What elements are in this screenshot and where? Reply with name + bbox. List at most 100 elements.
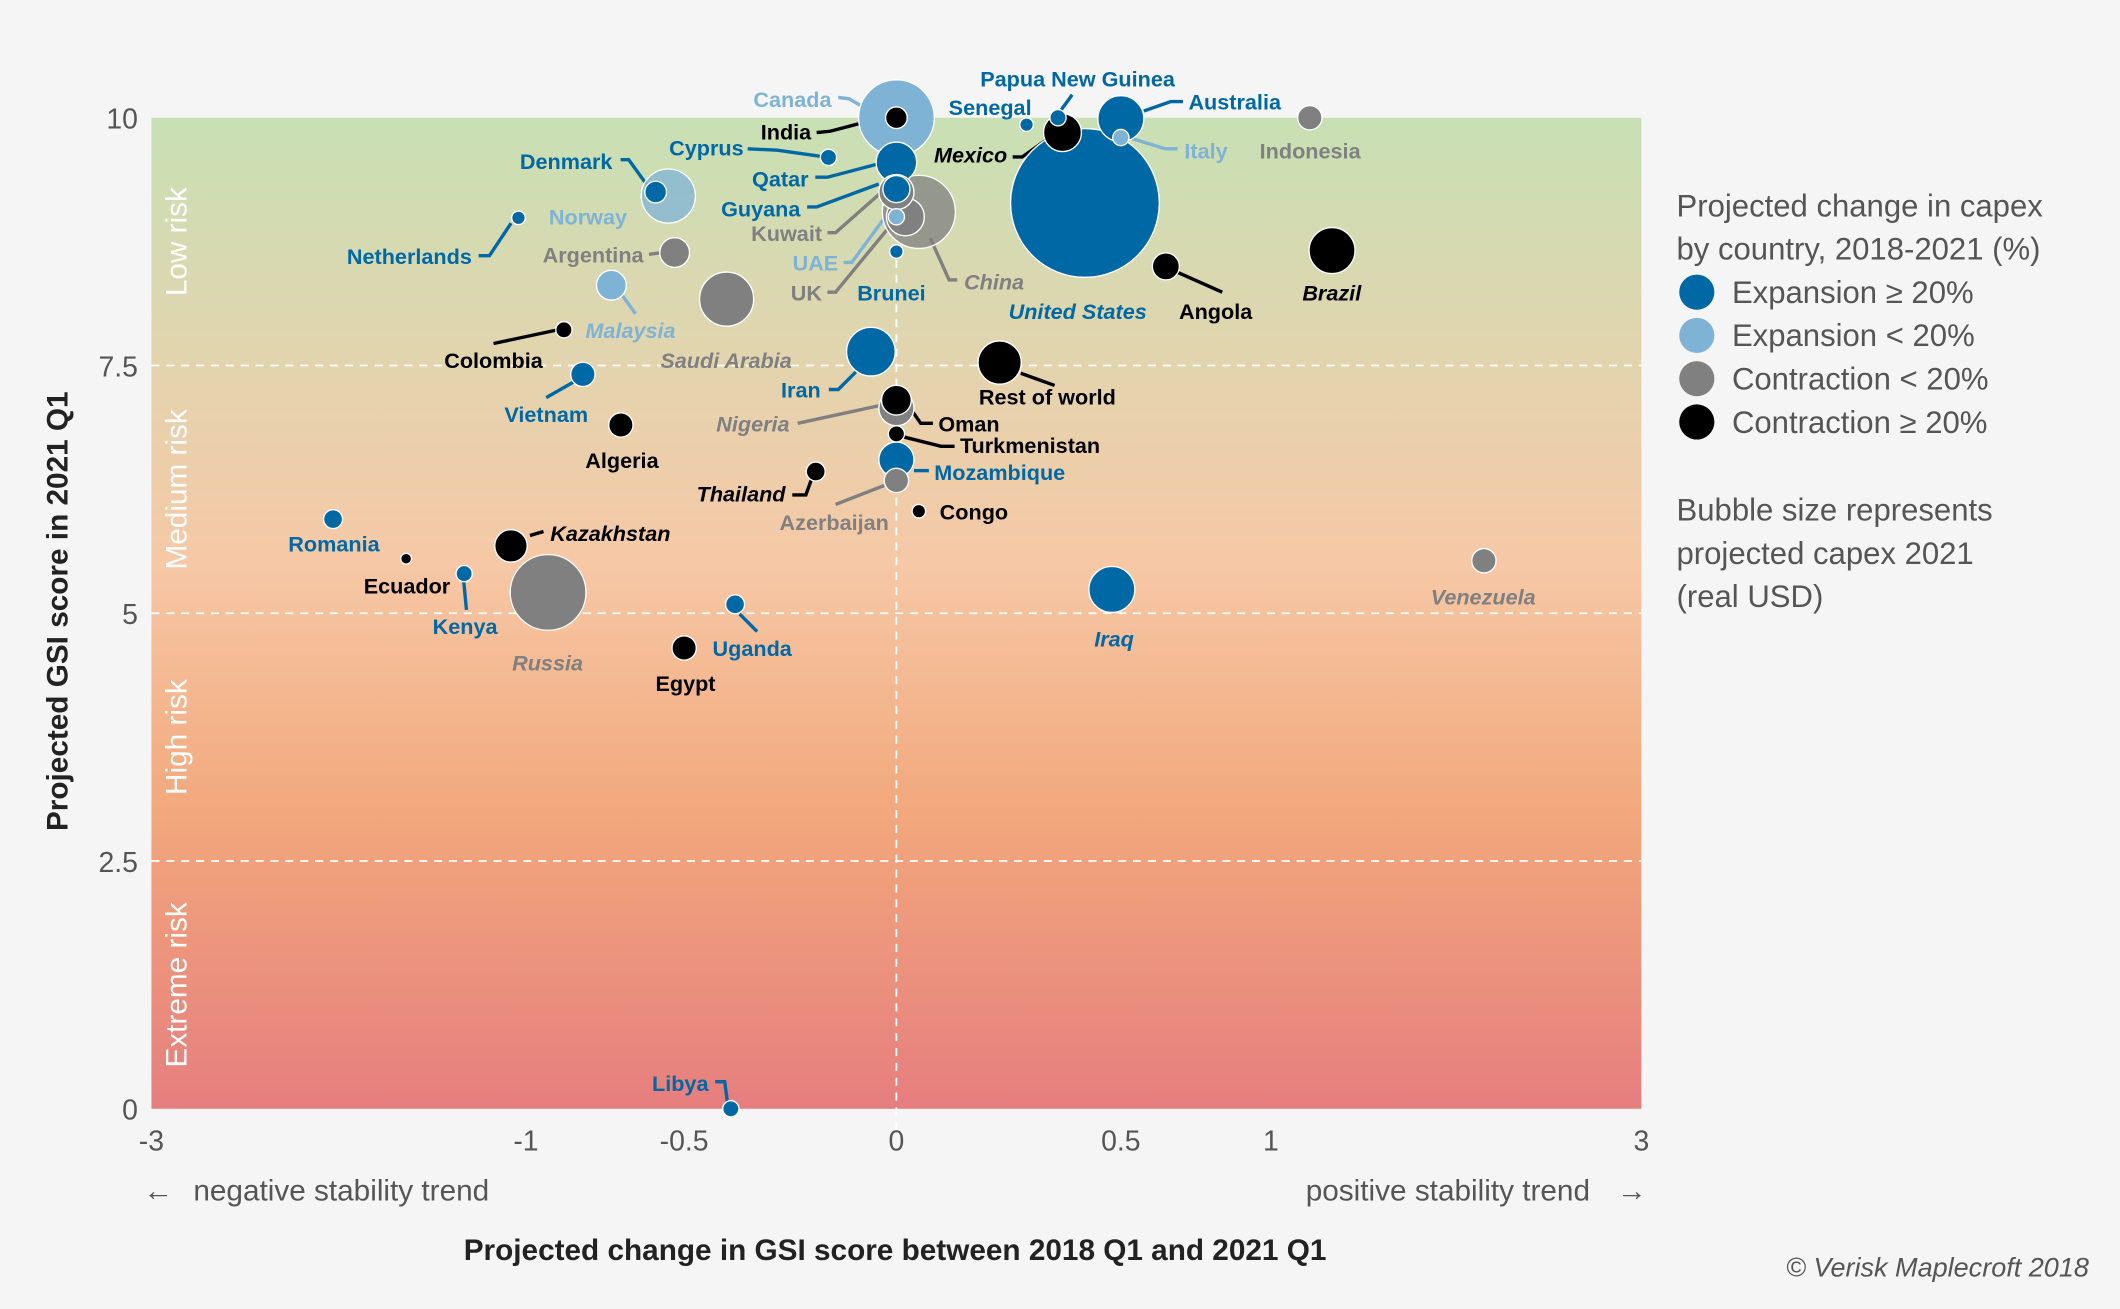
y-tick-label: 10 [106,104,138,136]
leader-line [1059,93,1074,111]
y-tick-label: 2.5 [98,847,137,879]
legend-swatch-contraction_large [1679,404,1715,440]
leader-line [792,479,813,497]
country-label: Papua New Guinea [980,67,1176,92]
country-label: Australia [1188,90,1282,115]
leader-line [620,293,637,315]
bubble-brunei [888,244,904,259]
leader-line [827,222,894,294]
country-label: Qatar [752,167,809,192]
leader-line [838,95,867,110]
leader-line [715,1080,730,1103]
risk-band-label: Medium risk [161,409,194,569]
x-tick-label: 0 [889,1126,905,1158]
bubble-colombia [555,321,573,339]
country-label: Kuwait [751,221,822,246]
bubble-angola [1151,252,1181,281]
bubble-congo [911,503,927,519]
bubble-italy [1112,128,1130,147]
legend-note-1: Bubble size represents [1677,493,1993,528]
country-label: Ecuador [364,574,451,599]
country-label: Egypt [655,671,715,696]
country-label: UK [791,280,823,305]
copyright: © Verisk Maplecroft 2018 [1786,1252,2089,1282]
country-label: Colombia [444,348,543,373]
legend-swatch-expansion_small [1679,317,1715,353]
bubble-russia [509,553,587,631]
leader-line [834,483,885,506]
bubble-turkmenistan [887,425,906,443]
leader-line [478,222,513,258]
country-label: China [964,269,1024,294]
country-label: Iran [781,378,821,403]
leader-line [815,162,880,179]
country-label: Congo [940,499,1008,524]
bubble-iran [845,326,896,377]
x-tick-label: -0.5 [660,1126,709,1158]
bubble-malaysia [595,269,627,301]
bubble-argentina [659,236,691,269]
country-label: Kazakhstan [550,521,670,546]
leader-line [828,370,858,392]
country-label: Netherlands [347,244,472,269]
bubble-azerbaijan [883,467,910,494]
country-label: Venezuela [1431,584,1536,609]
country-label: Argentina [543,242,645,267]
legend: Projected change in capex by country, 20… [1677,188,2044,614]
bubble-brazil [1308,226,1356,275]
legend-label: Expansion < 20% [1732,318,1975,353]
risk-band-label: High risk [161,679,194,795]
legend-title-1: Projected change in capex [1677,188,2044,223]
country-label: Azerbaijan [780,510,889,535]
bubble-kenya [455,564,473,583]
legend-label: Contraction ≥ 20% [1732,405,1987,440]
leader-line [545,379,576,400]
country-label: Indonesia [1260,138,1362,163]
x-axis-title: Projected change in GSI score between 20… [464,1234,1327,1267]
right-arrow-icon: → [1617,1175,1647,1208]
country-label: Senegal [949,95,1032,120]
country-label: Rest of world [979,384,1116,409]
country-label: Norway [549,205,627,230]
country-label: Iraq [1094,626,1134,651]
bubble-denmark [644,180,668,204]
legend-title-2: by country, 2018-2021 (%) [1677,232,2041,267]
leader-line [1020,371,1056,388]
country-label: Italy [1184,138,1227,163]
bubble-netherlands [511,210,526,226]
y-tick-label: 7.5 [98,351,137,383]
x-tick-label: -3 [139,1126,164,1158]
bubble-cyprus [819,148,838,167]
leader-line [529,529,545,538]
bubble-saudi-arabia [698,271,755,327]
country-label: Brazil [1302,280,1362,305]
negative-trend-label: negative stability trend [193,1175,489,1208]
bubble-iraq [1088,565,1136,614]
bubble-united-states [1009,127,1160,279]
x-tick-label: -1 [513,1126,538,1158]
bubble-romania [322,508,344,530]
bubble-egypt [671,635,697,661]
bubble-papua-new-guinea [1049,108,1067,127]
leader-line [909,408,933,425]
country-label: Algeria [585,448,659,473]
bubble-kazakhstan [494,528,528,563]
country-label: Vietnam [504,402,588,427]
country-label: India [761,119,812,144]
country-label: Saudi Arabia [660,348,791,373]
bubble-india [884,106,908,130]
country-label: Turkmenistan [960,433,1100,458]
legend-swatch-expansion_large [1679,274,1715,310]
country-label: Mexico [934,142,1007,167]
leader-line [493,328,558,346]
country-label: Libya [652,1071,709,1096]
country-label: Oman [938,411,999,436]
leader-line [648,251,661,256]
country-label: Thailand [697,482,787,507]
positive-trend-label: positive stability trend [1306,1175,1590,1208]
leader-line [1143,99,1184,113]
country-label: Mozambique [934,460,1065,485]
country-label: Malaysia [585,318,675,343]
country-label: Romania [288,532,380,557]
